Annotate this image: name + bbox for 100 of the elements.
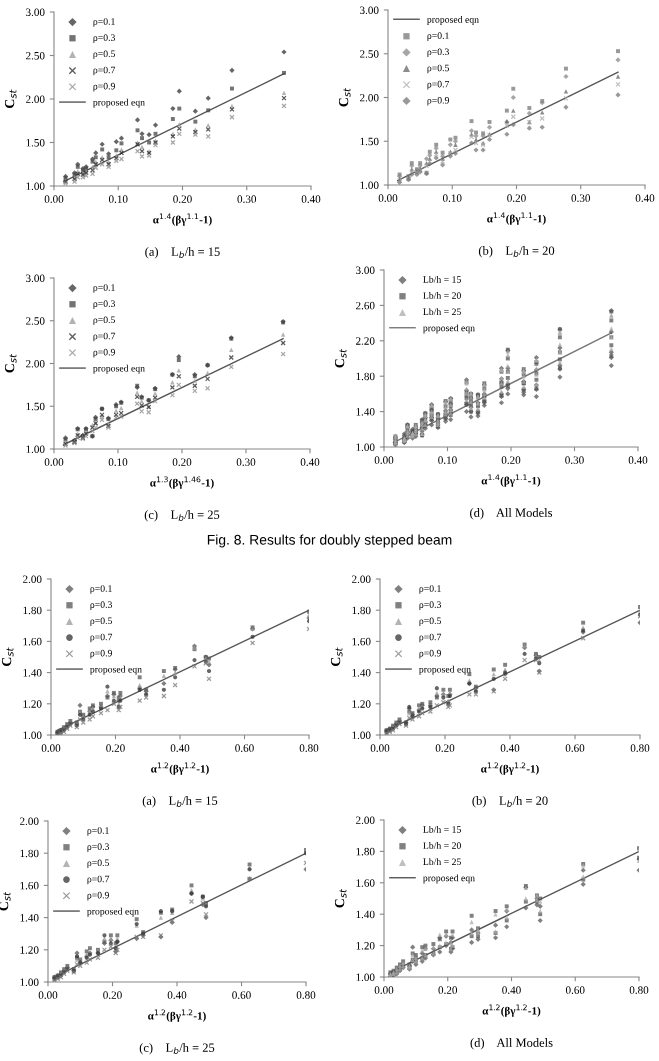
y-tick-label: 1.80 <box>23 606 42 615</box>
y-tick-label: 2.60 <box>356 301 375 310</box>
legend-label: proposed eqn <box>90 665 142 675</box>
y-tick-label: 3.00 <box>356 266 375 275</box>
y-tick-label: 3.00 <box>26 8 45 17</box>
x-tick-label: 0.20 <box>435 744 455 752</box>
legend-label: ρ=0.9 <box>90 649 112 659</box>
legend-label: ρ=0.9 <box>427 97 449 106</box>
x-tick-label: 0.30 <box>236 458 256 466</box>
legend-label: ρ=0.1 <box>90 585 112 594</box>
x-tick-label: 0.40 <box>301 195 321 203</box>
y-tick-label: 1.60 <box>356 879 375 887</box>
x-axis-title: α$^{1.2}$(βγ$^{1.2}$-1) <box>148 1009 206 1022</box>
legend-label: proposed eqn <box>423 324 475 334</box>
y-tick-label: 1.80 <box>356 372 375 381</box>
y-tick-label: 1.00 <box>356 973 375 982</box>
x-tick-label: 0.20 <box>501 456 521 464</box>
y-axis-title: C$_{st}$ <box>334 888 347 908</box>
legend-label: ρ=0.5 <box>87 859 109 869</box>
y-axis-title: C$_{st}$ <box>4 89 17 109</box>
y-tick-label: 1.20 <box>356 942 375 950</box>
y-tick-label: 1.60 <box>20 881 39 890</box>
text: (a) L$_{b}$/h = 15 <box>142 796 218 808</box>
legend-label: ρ=0.7 <box>87 875 110 885</box>
x-tick-label: 0.60 <box>565 744 585 752</box>
x-tick-label: 0.20 <box>103 991 122 999</box>
legend-label: ρ=0.7 <box>93 66 116 76</box>
x-axis-title: α$^{1.4}$(βγ$^{1.1}$-1) <box>481 474 541 487</box>
x-axis-title: α$^{1.2}$(βγ$^{1.2}$-1) <box>151 762 209 775</box>
y-tick-label: 2.00 <box>360 93 379 102</box>
y-tick-label: 1.80 <box>352 606 371 615</box>
y-tick-label: 2.00 <box>26 359 45 368</box>
legend-label: proposed eqn <box>87 907 139 917</box>
x-tick-label: 0.00 <box>44 195 64 203</box>
x-tick-label: 0.00 <box>38 991 58 999</box>
legend-label: ρ=0.1 <box>93 284 115 293</box>
x-tick-label: 0.10 <box>108 195 128 203</box>
y-tick-label: 1.50 <box>26 402 45 411</box>
y-tick-label: 1.00 <box>26 182 45 191</box>
x-tick-label: 0.40 <box>500 744 520 752</box>
x-tick-label: 0.20 <box>172 458 192 466</box>
y-tick-label: 2.00 <box>352 575 371 584</box>
text: (d) All Models <box>470 508 553 520</box>
text: (d) All Models <box>470 1038 553 1050</box>
x-tick-label: 0.00 <box>370 744 390 752</box>
x-axis-title: α$^{1.4}$(βγ$^{1.1}$-1) <box>153 213 212 226</box>
y-tick-label: 1.00 <box>20 978 39 987</box>
y-tick-label: 1.50 <box>26 138 45 147</box>
legend-label: Lb/h = 15 <box>423 275 461 283</box>
x-tick-label: 0.80 <box>296 991 316 999</box>
x-tick-label: 0.40 <box>170 744 190 752</box>
y-axis-title: C$_{st}$ <box>4 353 17 373</box>
legend-label: ρ=0.5 <box>427 64 449 74</box>
y-tick-label: 1.40 <box>23 669 42 677</box>
y-axis-title: C$_{st}$ <box>338 87 351 107</box>
x-tick-label: 0.40 <box>628 456 648 464</box>
legend-label: ρ=0.1 <box>93 18 115 27</box>
x-tick-label: 0.60 <box>565 986 585 994</box>
legend-label: ρ=0.3 <box>90 601 112 610</box>
x-tick-label: 0.20 <box>173 195 192 203</box>
legend-label: ρ=0.5 <box>93 316 115 326</box>
y-tick-label: 2.50 <box>26 51 45 60</box>
y-tick-label: 3.00 <box>26 274 45 283</box>
text: (c) L$_{b}$/h = 25 <box>139 1043 215 1055</box>
y-tick-label: 1.60 <box>23 637 42 646</box>
x-tick-label: 0.30 <box>571 194 591 202</box>
y-tick-label: 1.40 <box>20 914 39 922</box>
x-tick-label: 0.20 <box>106 744 125 752</box>
y-tick-label: 1.80 <box>356 847 375 856</box>
legend-label: Lb/h = 25 <box>423 308 461 316</box>
y-tick-label: 2.00 <box>20 817 39 826</box>
text: (c) L$_{b}$/h = 25 <box>144 510 220 522</box>
legend-label: Lb/h = 15 <box>423 825 461 833</box>
y-axis-title: C$_{st}$ <box>1 647 14 667</box>
x-axis-title: α$^{1.4}$(βγ$^{1.1}$-1) <box>487 212 546 225</box>
legend-label: ρ=0.7 <box>90 633 113 643</box>
x-axis-title: α$^{1.3}$(βγ$^{1.46}$-1) <box>150 476 214 489</box>
y-tick-label: 2.50 <box>26 317 45 325</box>
x-tick-label: 0.00 <box>374 986 394 994</box>
x-tick-label: 0.30 <box>565 456 584 464</box>
legend-label: ρ=0.7 <box>419 633 442 643</box>
y-tick-label: 1.00 <box>23 731 42 740</box>
x-tick-label: 0.60 <box>232 991 251 999</box>
text: (b) L$_{b}$/h = 20 <box>478 246 555 258</box>
y-tick-label: 1.00 <box>26 445 45 454</box>
x-axis-title: α$^{1.2}$(βγ$^{1.2}$-1) <box>482 1004 541 1017</box>
legend-label: ρ=0.9 <box>93 82 115 92</box>
x-tick-label: 0.80 <box>299 744 319 752</box>
y-axis-title: C$_{st}$ <box>330 647 343 667</box>
x-tick-label: 0.40 <box>300 458 320 466</box>
y-tick-label: 1.40 <box>352 669 371 677</box>
x-tick-label: 0.60 <box>235 744 254 752</box>
legend-label: proposed eqn <box>93 98 145 108</box>
x-tick-label: 0.40 <box>502 986 521 994</box>
legend-label: ρ=0.1 <box>427 32 449 41</box>
x-tick-label: 0.00 <box>374 456 394 464</box>
x-tick-label: 0.00 <box>378 194 398 202</box>
legend-label: Lb/h = 20 <box>423 292 461 299</box>
legend-label: ρ=0.3 <box>419 601 441 610</box>
legend-label: ρ=0.3 <box>93 300 115 309</box>
